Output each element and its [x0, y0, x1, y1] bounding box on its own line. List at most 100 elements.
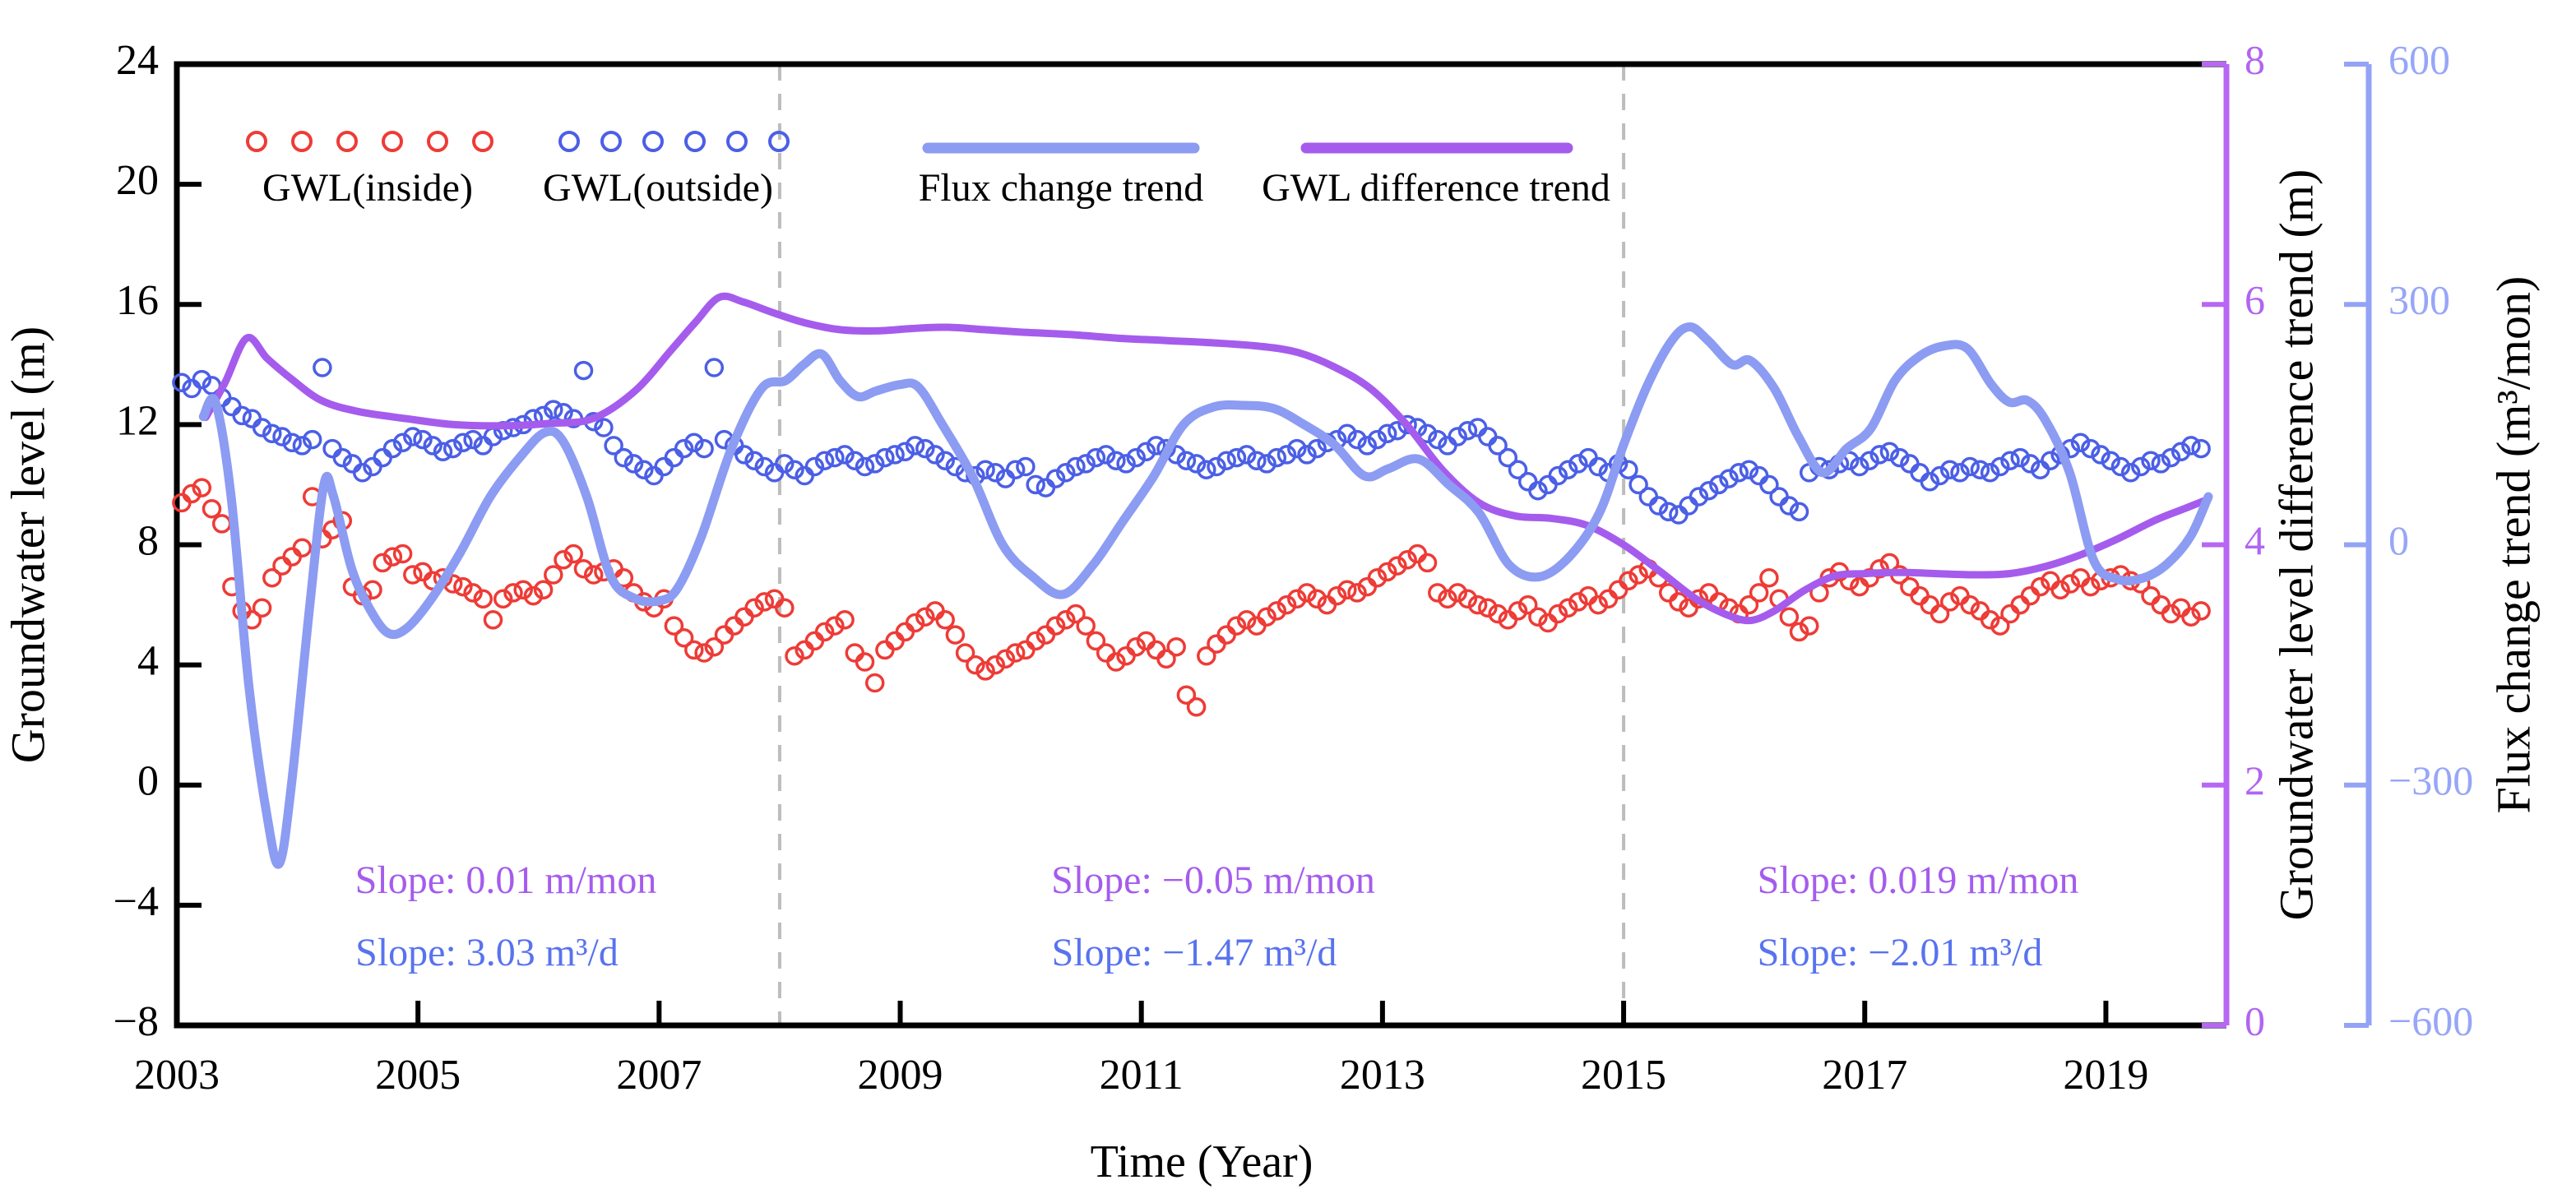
data-point	[1226, 616, 1247, 636]
blue-axis-title: Flux change trend (m³/mon)	[2486, 276, 2540, 814]
data-point	[2060, 574, 2081, 594]
data-point	[1267, 601, 1287, 621]
data-point	[1939, 460, 1960, 479]
data-point	[1930, 465, 1950, 486]
data-point	[925, 445, 945, 465]
legend-marker-circle	[600, 131, 622, 152]
data-point	[1719, 469, 1739, 488]
data-point	[1568, 454, 1588, 474]
data-point	[1457, 589, 1478, 609]
data-point	[614, 447, 634, 468]
data-point	[544, 400, 563, 419]
purple-tick-label: 6	[2245, 277, 2265, 323]
data-point	[1076, 454, 1096, 474]
data-point	[1146, 436, 1166, 456]
data-point	[1619, 571, 1638, 591]
data-point	[1980, 610, 2000, 630]
legend-marker-circle	[382, 131, 403, 152]
data-point	[2091, 445, 2110, 465]
data-point	[754, 456, 775, 477]
data-point	[634, 460, 654, 479]
data-point	[2181, 607, 2201, 627]
data-point	[1126, 447, 1147, 468]
data-point	[915, 438, 935, 459]
left-tick-label: −4	[114, 878, 159, 925]
data-point	[192, 478, 212, 497]
x-tick-label: 2005	[375, 1052, 461, 1099]
data-point	[282, 433, 302, 453]
data-point	[1648, 496, 1669, 516]
data-point	[2041, 451, 2060, 470]
purple-tick-label: 2	[2245, 757, 2265, 803]
purple-axis: 0 2 4 6 8 Groundwater level difference trend …	[2202, 36, 2323, 1043]
legend-label: GWL(outside)	[543, 166, 773, 210]
data-point	[1939, 592, 1960, 612]
data-point	[1629, 565, 1648, 585]
data-point	[2081, 576, 2101, 597]
data-point	[554, 550, 573, 570]
left-tick-label: −8	[114, 998, 159, 1045]
data-point	[1588, 595, 1608, 615]
data-point	[493, 589, 513, 609]
data-point	[1749, 583, 1769, 603]
data-point	[1276, 445, 1297, 465]
blue-tick-label: −600	[2388, 997, 2473, 1043]
data-point	[1226, 447, 1247, 468]
legend-marker-circle	[768, 131, 790, 152]
data-point	[855, 652, 875, 672]
data-point	[573, 558, 594, 579]
legend-marker-circle	[558, 131, 580, 152]
legend-marker-circle	[291, 131, 313, 152]
x-tick-label: 2011	[1100, 1052, 1184, 1099]
data-point	[2030, 576, 2050, 597]
data-point	[905, 436, 925, 456]
data-point	[1548, 604, 1568, 624]
left-axis: 24 20 16 12 8 4 0 −4 −8 Groundwater level (m)	[1, 37, 202, 1045]
data-point	[594, 418, 614, 437]
blue-tick-label: 600	[2388, 36, 2450, 82]
data-point	[975, 460, 995, 479]
data-point	[674, 438, 694, 459]
blue-tick-label: 300	[2388, 277, 2450, 323]
data-point	[814, 622, 835, 642]
data-point	[985, 463, 1006, 483]
data-point	[2050, 580, 2070, 600]
data-point	[583, 565, 604, 585]
data-point	[392, 544, 413, 564]
data-point	[1307, 589, 1327, 609]
data-point	[1166, 636, 1186, 657]
data-point	[1066, 604, 1086, 624]
data-point	[1739, 595, 1759, 615]
data-point	[1759, 567, 1779, 588]
data-point	[252, 418, 272, 437]
data-point	[373, 553, 392, 573]
data-point	[573, 360, 594, 381]
left-tick-label: 0	[137, 758, 159, 805]
data-point	[825, 447, 845, 468]
blue-tick-label: 0	[2388, 517, 2409, 563]
data-point	[1236, 445, 1257, 465]
data-point	[453, 433, 473, 453]
data-point	[1558, 460, 1578, 479]
data-point	[1698, 480, 1719, 501]
legend-label: GWL difference trend	[1262, 166, 1610, 210]
data-point	[2151, 454, 2171, 474]
trend-path	[198, 322, 2213, 869]
data-point	[1257, 607, 1276, 627]
data-point	[1347, 583, 1367, 603]
data-point	[1186, 697, 1207, 717]
data-point	[2000, 451, 2020, 470]
slope-annotation: Slope: 0.019 m/mon	[1758, 858, 2079, 902]
data-point	[895, 442, 915, 462]
left-tick-label: 24	[116, 37, 159, 84]
data-point	[1508, 601, 1528, 621]
data-point	[684, 433, 704, 453]
data-point	[1186, 454, 1207, 474]
legend-label: GWL(inside)	[262, 166, 473, 210]
data-point	[1045, 469, 1066, 488]
data-point	[172, 372, 192, 392]
data-point	[1207, 456, 1226, 477]
data-point	[262, 423, 282, 444]
data-point	[1026, 474, 1045, 495]
blue-axis: −600 −300 0 300 600 Flux change trend (m³/mon…	[2344, 36, 2540, 1043]
